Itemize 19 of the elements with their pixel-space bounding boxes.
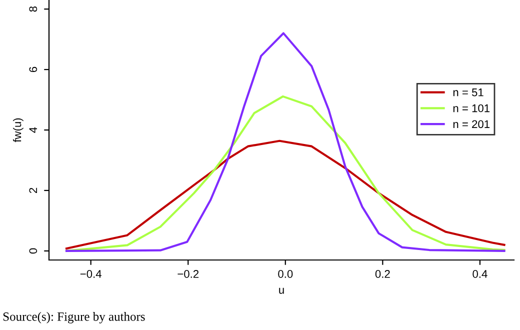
y-tick-label: 2 <box>29 188 37 193</box>
x-tick-label: −0.4 <box>80 270 102 278</box>
legend-label: n = 201 <box>453 120 490 128</box>
y-axis-title: fw(u) <box>13 118 24 142</box>
legend-label: n = 51 <box>453 88 484 96</box>
x-tick-label: 0.2 <box>375 270 390 278</box>
y-tick-label: 6 <box>29 66 38 72</box>
source-note: Source(s): Figure by authors <box>3 312 145 324</box>
line-series <box>65 140 506 250</box>
y-tick-label: 0 <box>29 248 38 254</box>
x-tick-label: 0.0 <box>278 270 293 278</box>
line-series <box>65 95 506 252</box>
x-tick-label: 0.4 <box>472 270 488 278</box>
legend-label: n = 101 <box>453 104 490 112</box>
x-tick-label: −0.2 <box>178 270 199 278</box>
x-axis-title: u <box>279 288 284 294</box>
y-tick-label: 8 <box>29 6 38 12</box>
y-tick-label: 4 <box>29 127 37 133</box>
line-series <box>65 32 506 252</box>
